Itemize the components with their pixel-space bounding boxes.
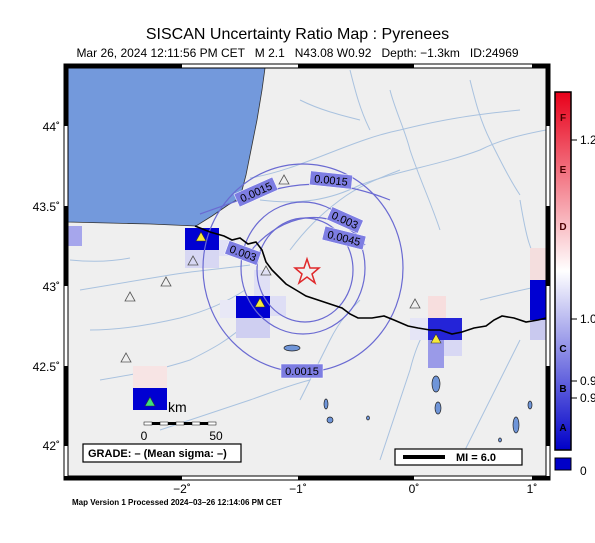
svg-text:0.0015: 0.0015 [285, 366, 319, 378]
cell [254, 270, 270, 296]
lon-label: 0˚ [409, 482, 420, 496]
grade-label: GRADE: – (Mean sigma: –) [88, 448, 227, 460]
triangle-icon[interactable] [260, 265, 272, 276]
triangle-icon[interactable] [160, 276, 172, 287]
star-icon[interactable] [292, 256, 322, 286]
cell [133, 366, 167, 388]
ratio-label: 0.9 [580, 374, 595, 388]
triangle-icon[interactable] [124, 291, 136, 302]
lat-label: 42.5˚ [33, 360, 60, 374]
grade-E: E [560, 165, 567, 176]
lat-label: 42˚ [43, 439, 60, 453]
grade-C: C [559, 344, 566, 355]
lon-label: −2˚ [173, 482, 191, 496]
mi-box: MI = 6.0 [394, 448, 523, 466]
map-title: SISCAN Uncertainty Ratio Map : Pyrenees [145, 26, 450, 43]
ratio-label: 0.9 [580, 391, 595, 405]
map-area[interactable]: 0.0015 0.0015 0.0015 0.003 0.003 0.0045 [68, 68, 546, 476]
triangle-icon[interactable] [254, 297, 266, 308]
triangle-icon[interactable] [409, 298, 421, 309]
triangle-icon[interactable] [144, 396, 156, 407]
lat-label: 43˚ [43, 280, 60, 294]
cell [185, 250, 219, 268]
scale-tick-0: 0 [141, 429, 148, 443]
cell [530, 320, 546, 340]
grade-A: A [559, 423, 566, 434]
scale-tick-50: 50 [209, 429, 223, 443]
lat-labels: 44˚ 43.5˚ 43˚ 42.5˚ 42˚ [33, 120, 60, 453]
triangle-icon[interactable] [195, 231, 207, 242]
cell [428, 340, 444, 368]
contour-label-outer-top: 0.0015 [309, 170, 353, 190]
cell [530, 280, 546, 320]
scale-unit-label: km [168, 399, 187, 415]
mi-label: MI = 6.0 [456, 452, 496, 464]
cell [530, 248, 546, 280]
ratio-label: 1.0 [580, 312, 595, 326]
contour-label-outer-bottom: 0.0015 [280, 363, 324, 379]
grade-B: B [559, 384, 566, 395]
contour-outer-arc[interactable] [199, 183, 391, 215]
cell [236, 318, 270, 338]
triangle-icon[interactable] [120, 352, 132, 363]
contour-003[interactable] [240, 201, 366, 335]
ratio-label: 1.2 [580, 133, 595, 147]
triangle-icon[interactable] [430, 333, 442, 344]
svg-text:0.0015: 0.0015 [314, 173, 349, 188]
cell [444, 340, 462, 356]
cell [220, 300, 236, 318]
lon-label: 1˚ [527, 482, 538, 496]
lakes [283, 344, 533, 443]
cell [270, 296, 286, 316]
lat-label: 43.5˚ [33, 200, 60, 214]
colorbar: F E D C B A 1.2 1.0 0.9 0.9 0 [554, 91, 595, 478]
cell [428, 318, 462, 340]
triangle-icon[interactable] [278, 174, 290, 185]
lon-labels: −2˚ −1˚ 0˚ 1˚ [173, 482, 537, 496]
triangle-icon[interactable] [187, 255, 199, 266]
ratio-label: 0 [580, 464, 587, 478]
cell [410, 318, 428, 340]
cell [428, 296, 446, 318]
map-frame [63, 63, 551, 481]
rivers [69, 69, 546, 461]
border-line [194, 225, 546, 335]
grade-box: GRADE: – (Mean sigma: –) [82, 443, 242, 463]
grade-F: F [560, 113, 566, 124]
processing-footer: Map Version 1 Processed 2024–03–26 12:14… [72, 498, 282, 507]
stations[interactable] [120, 174, 442, 407]
event-info: Mar 26, 2024 12:11:56 PM CET M 2.1 N43.0… [76, 46, 519, 60]
scale-bar: km 0 50 [141, 399, 223, 443]
lat-label: 44˚ [43, 120, 60, 134]
grade-D: D [559, 222, 566, 233]
cell [68, 226, 82, 246]
lon-label: −1˚ [289, 482, 307, 496]
